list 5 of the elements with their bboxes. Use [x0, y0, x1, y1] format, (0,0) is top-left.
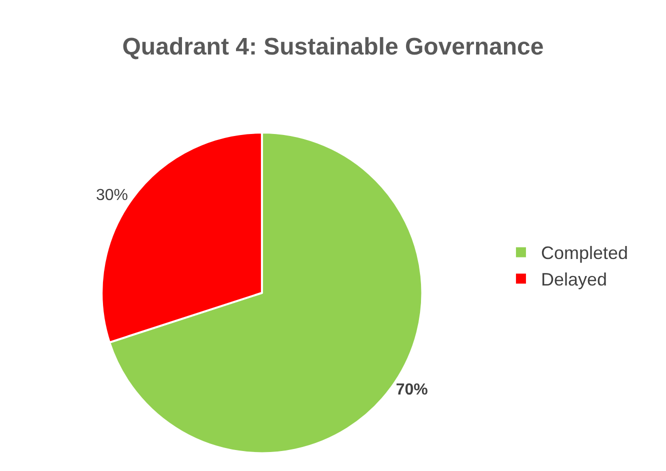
data-label: 30%: [96, 187, 128, 204]
legend-label: Completed: [540, 243, 628, 264]
data-label: 70%: [396, 382, 428, 399]
chart-title: Quadrant 4: Sustainable Governance: [122, 33, 544, 60]
legend-label: Delayed: [540, 270, 608, 290]
